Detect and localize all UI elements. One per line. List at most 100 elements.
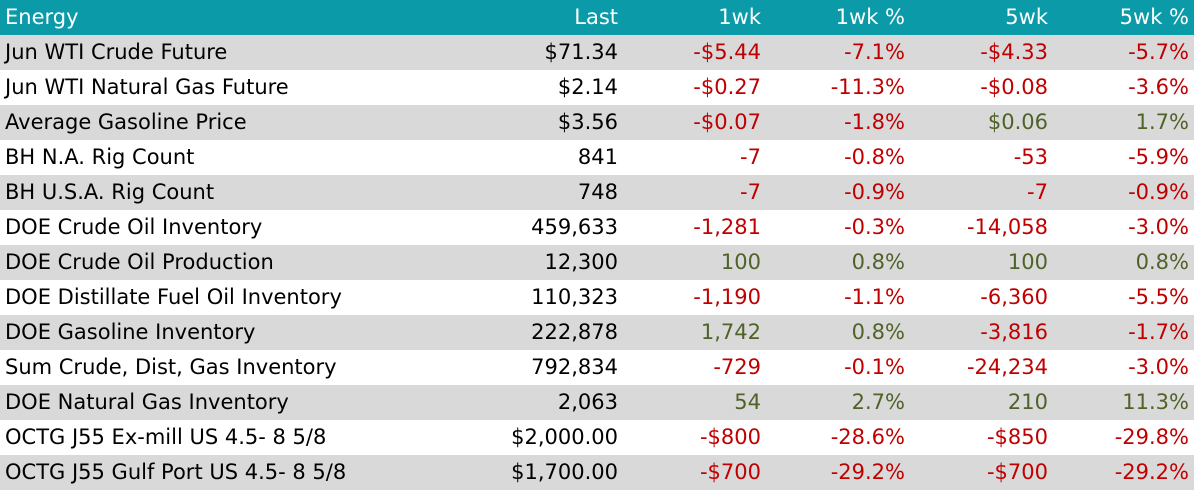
cell-1wk-pct: -0.1% bbox=[844, 355, 905, 379]
cell-1wk-pct: -0.9% bbox=[844, 180, 905, 204]
cell-last: $3.56 bbox=[557, 110, 618, 134]
cell-5wk: -$850 bbox=[986, 425, 1048, 449]
table-row: Average Gasoline Price $3.56 -$0.07 -1.8% $0… bbox=[0, 105, 1194, 140]
cell-5wk-pct: -5.9% bbox=[1128, 145, 1189, 169]
header-5wk-pct: 5wk % bbox=[1119, 5, 1189, 29]
cell-last: 748 bbox=[577, 180, 618, 204]
table-body: Jun WTI Crude Future $71.34 -$5.44 -7.1% -$4… bbox=[0, 35, 1194, 490]
cell-1wk: -7 bbox=[740, 145, 761, 169]
cell-1wk-pct: -29.2% bbox=[830, 460, 905, 484]
table-row: DOE Distillate Fuel Oil Inventory 110,323… bbox=[0, 280, 1194, 315]
row-label: Jun WTI Crude Future bbox=[5, 40, 228, 64]
header-1wk: 1wk bbox=[718, 5, 761, 29]
cell-1wk-pct: -1.8% bbox=[844, 110, 905, 134]
cell-5wk-pct: -3.0% bbox=[1128, 215, 1189, 239]
header-last: Last bbox=[574, 5, 618, 29]
cell-last: $2,000.00 bbox=[511, 425, 618, 449]
cell-5wk: -6,360 bbox=[980, 285, 1048, 309]
table-row: Jun WTI Natural Gas Future $2.14 -$0.27 -11… bbox=[0, 70, 1194, 105]
cell-5wk-pct: 0.8% bbox=[1135, 250, 1189, 274]
row-label: DOE Crude Oil Production bbox=[5, 250, 274, 274]
cell-last: 12,300 bbox=[544, 250, 618, 274]
cell-5wk-pct: -1.7% bbox=[1128, 320, 1189, 344]
cell-1wk-pct: -11.3% bbox=[830, 75, 905, 99]
table-row: OCTG J55 Gulf Port US 4.5- 8 5/8 $1,700.0… bbox=[0, 455, 1194, 490]
cell-last: 459,633 bbox=[531, 215, 618, 239]
cell-5wk-pct: -0.9% bbox=[1128, 180, 1189, 204]
row-label: OCTG J55 Gulf Port US 4.5- 8 5/8 bbox=[5, 460, 347, 484]
cell-1wk: 54 bbox=[734, 390, 761, 414]
cell-last: 841 bbox=[577, 145, 618, 169]
cell-1wk: -729 bbox=[713, 355, 761, 379]
row-label: Sum Crude, Dist, Gas Inventory bbox=[5, 355, 337, 379]
cell-5wk-pct: -29.8% bbox=[1114, 425, 1189, 449]
cell-5wk-pct: 11.3% bbox=[1122, 390, 1189, 414]
row-label: DOE Natural Gas Inventory bbox=[5, 390, 289, 414]
cell-5wk: -14,058 bbox=[966, 215, 1048, 239]
cell-last: 792,834 bbox=[531, 355, 618, 379]
cell-1wk: -7 bbox=[740, 180, 761, 204]
cell-5wk-pct: -3.0% bbox=[1128, 355, 1189, 379]
cell-last: 2,063 bbox=[557, 390, 618, 414]
table-row: DOE Crude Oil Inventory 459,633 -1,281 -0.3… bbox=[0, 210, 1194, 245]
table-row: BH U.S.A. Rig Count 748 -7 -0.9% -7 -0.9% bbox=[0, 175, 1194, 210]
row-label: Average Gasoline Price bbox=[5, 110, 247, 134]
cell-1wk: -$0.07 bbox=[693, 110, 761, 134]
cell-1wk: 100 bbox=[720, 250, 761, 274]
cell-1wk-pct: -0.3% bbox=[844, 215, 905, 239]
table-row: Sum Crude, Dist, Gas Inventory 792,834 -72… bbox=[0, 350, 1194, 385]
cell-5wk: -3,816 bbox=[980, 320, 1048, 344]
cell-1wk-pct: 2.7% bbox=[851, 390, 905, 414]
cell-1wk: 1,742 bbox=[700, 320, 761, 344]
row-label: DOE Gasoline Inventory bbox=[5, 320, 256, 344]
cell-5wk: -$4.33 bbox=[980, 40, 1048, 64]
cell-5wk-pct: -5.7% bbox=[1128, 40, 1189, 64]
cell-5wk: -53 bbox=[1013, 145, 1048, 169]
cell-last: $2.14 bbox=[557, 75, 618, 99]
cell-5wk: -24,234 bbox=[966, 355, 1048, 379]
row-label: DOE Distillate Fuel Oil Inventory bbox=[5, 285, 342, 309]
table-row: Jun WTI Crude Future $71.34 -$5.44 -7.1% -$4… bbox=[0, 35, 1194, 70]
table-row: DOE Crude Oil Production 12,300 100 0.8% 100… bbox=[0, 245, 1194, 280]
cell-1wk-pct: -28.6% bbox=[830, 425, 905, 449]
cell-last: $71.34 bbox=[544, 40, 618, 64]
cell-1wk: -$5.44 bbox=[693, 40, 761, 64]
cell-5wk-pct: -3.6% bbox=[1128, 75, 1189, 99]
row-label: BH U.S.A. Rig Count bbox=[5, 180, 215, 204]
table-row: BH N.A. Rig Count 841 -7 -0.8% -53 -5.9% bbox=[0, 140, 1194, 175]
cell-5wk: 100 bbox=[1007, 250, 1048, 274]
row-label: DOE Crude Oil Inventory bbox=[5, 215, 263, 239]
cell-5wk: $0.06 bbox=[987, 110, 1048, 134]
cell-last: 222,878 bbox=[531, 320, 618, 344]
cell-1wk: -1,190 bbox=[693, 285, 761, 309]
cell-5wk: -$0.08 bbox=[980, 75, 1048, 99]
header-1wk-pct: 1wk % bbox=[835, 5, 905, 29]
cell-1wk: -$0.27 bbox=[693, 75, 761, 99]
cell-last: $1,700.00 bbox=[511, 460, 618, 484]
cell-1wk-pct: -1.1% bbox=[844, 285, 905, 309]
cell-1wk: -1,281 bbox=[693, 215, 761, 239]
cell-last: 110,323 bbox=[531, 285, 618, 309]
cell-1wk-pct: 0.8% bbox=[851, 320, 905, 344]
cell-5wk: -7 bbox=[1027, 180, 1048, 204]
header-energy: Energy bbox=[5, 5, 79, 29]
cell-1wk-pct: -7.1% bbox=[844, 40, 905, 64]
cell-5wk: 210 bbox=[1007, 390, 1048, 414]
header-5wk: 5wk bbox=[1005, 5, 1048, 29]
cell-1wk: -$700 bbox=[699, 460, 761, 484]
table-row: DOE Gasoline Inventory 222,878 1,742 0.8% -3… bbox=[0, 315, 1194, 350]
cell-1wk: -$800 bbox=[699, 425, 761, 449]
cell-5wk: -$700 bbox=[986, 460, 1048, 484]
cell-5wk-pct: 1.7% bbox=[1135, 110, 1189, 134]
cell-1wk-pct: -0.8% bbox=[844, 145, 905, 169]
cell-5wk-pct: -5.5% bbox=[1128, 285, 1189, 309]
header-row: Energy Last 1wk 1wk % 5wk 5wk % bbox=[0, 0, 1194, 35]
row-label: OCTG J55 Ex-mill US 4.5- 8 5/8 bbox=[5, 425, 327, 449]
table-row: DOE Natural Gas Inventory 2,063 54 2.7% 210 1… bbox=[0, 385, 1194, 420]
cell-5wk-pct: -29.2% bbox=[1114, 460, 1189, 484]
cell-1wk-pct: 0.8% bbox=[851, 250, 905, 274]
row-label: Jun WTI Natural Gas Future bbox=[5, 75, 289, 99]
row-label: BH N.A. Rig Count bbox=[5, 145, 195, 169]
table-row: OCTG J55 Ex-mill US 4.5- 8 5/8 $2,000.00 -… bbox=[0, 420, 1194, 455]
